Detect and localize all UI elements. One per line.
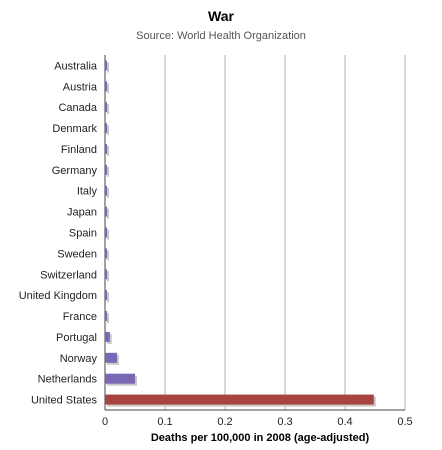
category-label: Germany: [52, 165, 98, 177]
category-label: United States: [31, 395, 98, 407]
category-label: Portugal: [56, 332, 97, 344]
bar: [105, 60, 107, 71]
bar: [105, 227, 107, 238]
x-axis-title: Deaths per 100,000 in 2008 (age-adjusted…: [151, 432, 370, 444]
category-label: Japan: [67, 207, 97, 219]
category-label: Netherlands: [38, 374, 98, 386]
bar: [105, 373, 135, 384]
bar-shadow: [107, 250, 109, 261]
bar: [105, 269, 107, 280]
chart-title: War: [208, 8, 234, 24]
category-label: Norway: [60, 353, 98, 365]
category-label: Spain: [69, 228, 97, 240]
bar: [105, 123, 107, 134]
category-label: Sweden: [57, 248, 97, 260]
bar-shadow: [107, 208, 109, 219]
bar: [105, 331, 110, 342]
category-label: Italy: [77, 186, 98, 198]
bar-shadow: [107, 125, 109, 136]
bar-shadow: [107, 229, 109, 240]
bar-shadow: [107, 104, 109, 115]
bar: [105, 352, 117, 363]
bar-shadow: [107, 313, 109, 324]
bar: [105, 185, 107, 196]
category-label: Australia: [54, 60, 98, 72]
category-label: Finland: [61, 144, 97, 156]
chart-subtitle: Source: World Health Organization: [136, 30, 306, 42]
x-tick-label: 0.1: [157, 416, 172, 428]
category-label: Austria: [63, 81, 98, 93]
category-label: Canada: [58, 102, 97, 114]
x-tick-label: 0: [102, 416, 108, 428]
x-tick-label: 0.5: [397, 416, 412, 428]
bar-shadow: [107, 166, 109, 177]
bar: [105, 206, 107, 217]
bar-shadow: [107, 271, 109, 282]
bar: [105, 143, 107, 154]
bar-shadow: [107, 83, 109, 94]
x-tick-label: 0.3: [277, 416, 292, 428]
category-label: Switzerland: [40, 269, 97, 281]
bar: [105, 248, 107, 259]
x-tick-label: 0.4: [337, 416, 352, 428]
bar: [105, 81, 107, 92]
bar: [105, 290, 107, 301]
bar-shadow: [107, 62, 109, 73]
bar: [105, 102, 107, 113]
bar-shadow: [107, 145, 109, 156]
bar: [105, 394, 374, 405]
bar-shadow: [107, 292, 109, 303]
category-label: Denmark: [52, 123, 97, 135]
x-tick-label: 0.2: [217, 416, 232, 428]
category-label: France: [63, 311, 97, 323]
bar: [105, 164, 107, 175]
bar-shadow: [107, 187, 109, 198]
bar: [105, 311, 107, 322]
category-label: United Kingdom: [19, 290, 97, 302]
